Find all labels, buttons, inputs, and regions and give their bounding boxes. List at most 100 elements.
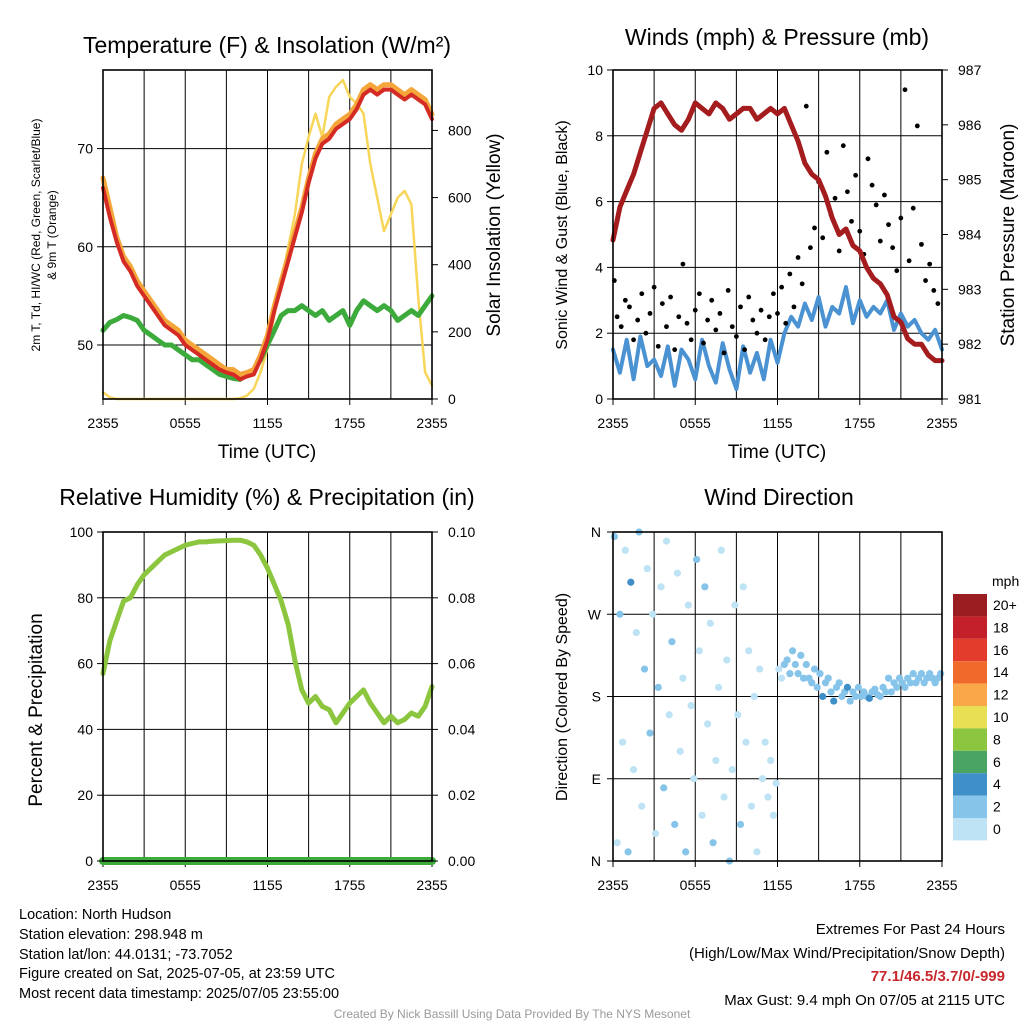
gust-point	[733, 334, 739, 339]
gust-point	[668, 294, 673, 300]
gust-point	[696, 291, 702, 297]
gust-point	[639, 291, 645, 297]
gust-point	[701, 340, 706, 346]
gust-point	[742, 347, 747, 353]
direction-point	[791, 660, 799, 669]
temp-y2tick-label: 200	[448, 324, 472, 340]
rh-ytick-label: 20	[77, 787, 93, 803]
colorbar-swatch	[953, 818, 987, 841]
direction-point	[937, 670, 945, 678]
direction-point	[673, 569, 682, 577]
wind-y2tick-label: 985	[958, 172, 982, 188]
gust-point	[812, 225, 817, 231]
colorbar-label: 0	[993, 821, 1001, 837]
direction-point	[802, 660, 810, 669]
direction-point	[640, 665, 649, 673]
latlon-text: Station lat/lon: 44.0131; -73.7052	[19, 946, 233, 963]
direction-point	[638, 802, 646, 810]
rh-ytick-label: 80	[77, 590, 93, 606]
direction-point	[797, 651, 805, 659]
gust-point	[898, 215, 904, 221]
direction-point	[684, 601, 692, 609]
direction-point	[816, 670, 824, 678]
gust-point	[635, 317, 641, 323]
rh-y2tick-label: 0.00	[448, 853, 475, 869]
temp-ytick-label: 60	[77, 239, 93, 255]
direction-point	[629, 766, 638, 774]
gust-point	[746, 294, 752, 300]
gust-point	[651, 284, 657, 290]
gust-point	[672, 347, 678, 353]
direction-point	[906, 679, 915, 687]
gust-point	[618, 324, 624, 330]
gust-point	[808, 245, 813, 251]
direction-point	[717, 546, 725, 554]
direction-point	[835, 679, 843, 687]
wind-ylabel-left: Sonic Wind & Gust (Blue, Black)	[554, 120, 571, 349]
direction-point	[616, 610, 624, 618]
direction-point	[621, 546, 629, 554]
colorbar-swatch	[953, 661, 987, 684]
direction-point	[698, 811, 706, 819]
rh-xtick-label: 2355	[87, 877, 118, 893]
gust-point	[750, 317, 756, 323]
direction-point	[810, 665, 819, 673]
gust-point	[762, 337, 768, 343]
dir-ylabel-left: Direction (Colored By Speed)	[554, 593, 571, 801]
gust-point	[775, 311, 780, 316]
gust-point	[882, 192, 887, 198]
direction-point	[917, 670, 926, 678]
gust-point	[643, 330, 649, 336]
dir-ytick-label: E	[592, 771, 601, 787]
gust-point	[914, 123, 920, 129]
temp-ytick-label: 50	[77, 337, 93, 353]
gust-point	[857, 228, 863, 234]
wind-xlabel: Time (UTC)	[728, 442, 827, 463]
colorbar-label: 20+	[993, 597, 1017, 613]
direction-point	[830, 697, 838, 705]
direction-point	[687, 702, 695, 710]
colorbar-label: 10	[993, 709, 1009, 725]
rh-ytick-label: 40	[77, 721, 93, 737]
extremes-info: Extremes For Past 24 Hours (High/Low/Max…	[689, 918, 1005, 1012]
direction-point	[742, 738, 750, 746]
wind-xtick-label: 2355	[926, 415, 957, 431]
direction-point	[676, 747, 684, 755]
direction-point	[693, 555, 701, 564]
colorbar-label: 14	[993, 664, 1009, 680]
extremes-title: Extremes For Past 24 Hours	[815, 921, 1005, 938]
wind-title: Winds (mph) & Pressure (mb)	[625, 24, 929, 50]
station-info: Location: North Hudson Station elevation…	[19, 906, 339, 1005]
direction-point	[714, 683, 723, 691]
direction-point	[660, 784, 668, 792]
direction-point	[767, 756, 775, 765]
colorbar-label: 6	[993, 754, 1001, 770]
temp-2m-line	[101, 87, 434, 382]
temp-title: Temperature (F) & Insolation (W/m²)	[83, 32, 451, 58]
rh-frame	[102, 531, 433, 862]
gust-point	[631, 337, 636, 343]
wind-xtick-label: 0555	[680, 415, 711, 431]
direction-point	[852, 692, 860, 701]
colorbar-title: mph	[992, 573, 1019, 589]
gust-point	[865, 156, 871, 162]
direction-point	[756, 665, 764, 673]
direction-point	[654, 683, 662, 691]
temp-y2tick-label: 0	[448, 391, 456, 407]
wind-y2tick-label: 987	[958, 62, 982, 78]
colorbar-swatch	[953, 683, 987, 706]
colorbar-swatch	[953, 750, 987, 774]
direction-point	[739, 583, 747, 591]
gust-point	[873, 202, 879, 208]
gust-point	[717, 311, 723, 316]
wind-xtick-label: 2355	[597, 415, 628, 431]
colorbar-swatch	[953, 594, 987, 617]
gust-point	[919, 241, 924, 247]
gust-point	[713, 327, 719, 333]
gust-point	[886, 222, 891, 228]
direction-point	[827, 688, 835, 696]
direction-point	[695, 647, 703, 655]
direction-point	[643, 564, 651, 573]
colorbar-label: 18	[993, 619, 1009, 635]
rh-y2tick-label: 0.08	[448, 590, 475, 606]
